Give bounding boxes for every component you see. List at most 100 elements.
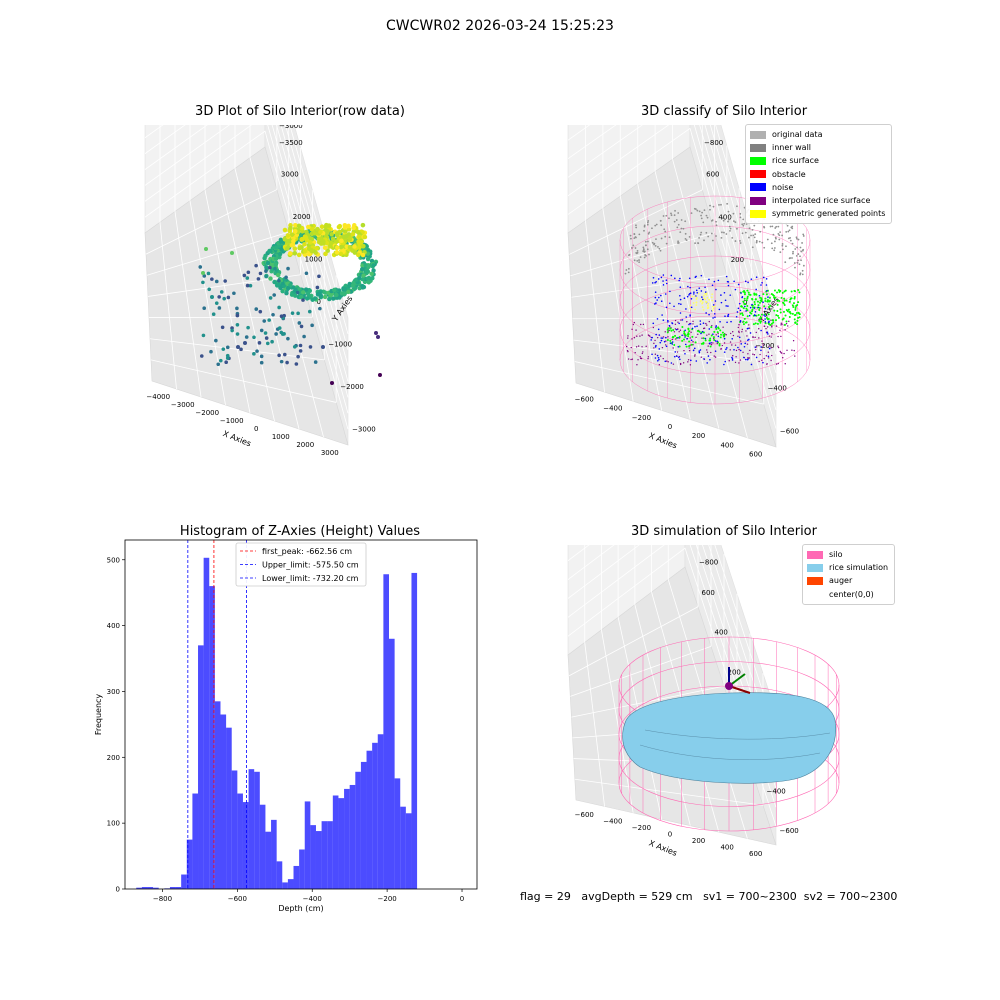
wall-point	[625, 269, 628, 271]
noise-point	[680, 303, 682, 306]
interp-point	[627, 337, 629, 339]
tl-point	[357, 276, 362, 281]
wall-point	[647, 240, 649, 243]
interp-point	[779, 350, 781, 353]
noise-point	[726, 280, 729, 283]
interp-point	[767, 351, 770, 353]
noise-point	[693, 291, 695, 294]
grid-line	[567, 125, 777, 373]
noise-point	[695, 360, 698, 362]
wall-point	[775, 225, 778, 228]
noise-point	[704, 337, 707, 340]
noise-point	[755, 356, 758, 359]
noise-point	[670, 362, 673, 364]
wall-point	[761, 241, 764, 244]
tl-point	[280, 332, 285, 336]
noise-point	[761, 282, 763, 284]
rice-point	[757, 304, 760, 307]
y-tick-label: −400	[767, 787, 786, 795]
hist-bar	[389, 638, 395, 889]
rice-point	[710, 326, 713, 329]
wall-point	[712, 205, 715, 208]
wall-point	[795, 237, 798, 240]
rice-point	[683, 338, 686, 341]
tl-point	[274, 332, 278, 336]
interp-point	[768, 345, 770, 348]
wall-point	[636, 259, 639, 262]
noise-point	[654, 291, 657, 293]
wall-point	[670, 212, 672, 215]
noise-point	[755, 276, 758, 279]
interp-point	[677, 328, 679, 330]
interp-point	[707, 345, 709, 347]
noise-point	[714, 350, 717, 352]
tl-point	[254, 307, 259, 311]
rice-point	[793, 289, 796, 292]
tl-point	[292, 228, 298, 234]
rice-point	[742, 300, 745, 303]
tl-point	[290, 311, 295, 315]
x-tick-label: −200	[632, 824, 651, 832]
tl-point	[322, 245, 328, 251]
hist-bar	[136, 887, 142, 889]
tl-point	[277, 326, 282, 330]
y-tick-label: −2000	[340, 383, 364, 391]
legend-swatch	[807, 576, 823, 585]
x-tick-label: −4000	[146, 393, 170, 401]
tl-point	[277, 278, 281, 283]
noise-point	[671, 341, 674, 343]
interp-point	[713, 355, 715, 357]
grid-line	[149, 338, 325, 361]
legend-entry: silo	[807, 548, 888, 561]
rice-point	[776, 299, 779, 302]
wall-point	[785, 230, 788, 233]
rice-point	[683, 332, 686, 335]
wall-point	[654, 224, 657, 227]
noise-point	[730, 320, 732, 323]
wall-point	[772, 233, 775, 236]
legend-swatch	[750, 143, 766, 152]
wall-point	[664, 230, 667, 233]
rice-point	[787, 308, 790, 311]
wall-point	[721, 217, 724, 220]
noise-point	[694, 325, 696, 328]
rice-point	[792, 306, 795, 309]
hist-bar	[394, 778, 401, 889]
tl-point	[304, 296, 310, 301]
tr-title: 3D classify of Silo Interior	[640, 104, 808, 119]
rice-point	[798, 316, 801, 319]
interp-point	[689, 364, 692, 366]
interp-point	[677, 321, 679, 323]
noise-point	[744, 280, 747, 283]
tl-point	[299, 294, 304, 300]
wall-point	[705, 214, 708, 217]
wall-point	[774, 227, 777, 229]
interp-point	[700, 356, 703, 358]
noise-point	[766, 289, 768, 292]
interp-point	[631, 358, 634, 360]
x-tick-label: 400	[720, 441, 733, 449]
wall-point	[655, 238, 657, 241]
noise-point	[753, 314, 756, 316]
noise-point	[762, 361, 764, 364]
noise-point	[671, 343, 674, 345]
rice-point	[743, 293, 746, 296]
rice-point	[712, 336, 715, 339]
rice-point	[786, 310, 789, 313]
rice-point	[777, 289, 780, 292]
grid-line	[584, 642, 605, 807]
tl-point	[376, 335, 380, 339]
x-tick-label: 200	[692, 837, 705, 845]
noise-point	[684, 352, 686, 355]
noise-point	[716, 340, 719, 343]
hist-bar	[344, 788, 350, 889]
rice-point	[690, 343, 693, 346]
wall-point	[674, 209, 676, 212]
tl-point	[252, 335, 256, 340]
wall-point	[727, 220, 729, 223]
interp-point	[692, 344, 694, 346]
noise-point	[690, 306, 693, 309]
sym-point	[702, 308, 705, 311]
tl-point	[278, 239, 284, 244]
interp-point	[732, 331, 734, 333]
